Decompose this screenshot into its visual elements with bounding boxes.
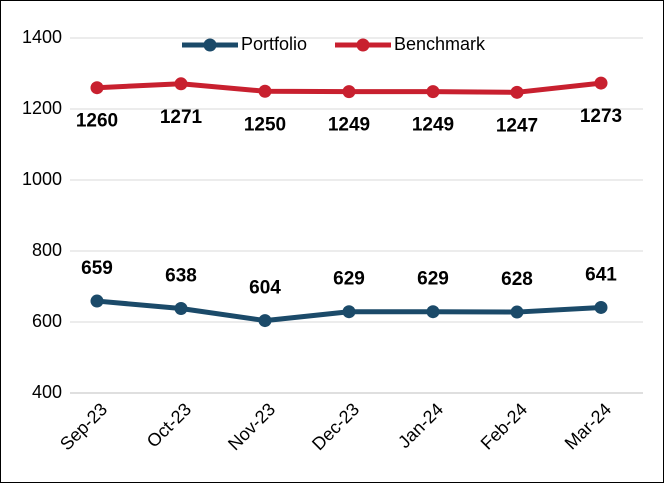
data-label: 1249	[412, 115, 454, 136]
data-label: 1260	[76, 111, 118, 132]
point	[510, 85, 524, 99]
point	[342, 85, 356, 99]
data-label: 1250	[244, 114, 286, 135]
point	[342, 305, 356, 319]
legend-label: Benchmark	[394, 34, 486, 54]
legend-marker	[356, 38, 370, 52]
data-label: 629	[333, 269, 365, 290]
data-label: 659	[81, 258, 113, 279]
y-tick-label: 400	[32, 382, 62, 402]
legend-marker	[203, 38, 217, 52]
data-label: 641	[585, 264, 617, 285]
data-label: 1247	[496, 115, 538, 136]
data-label: 638	[165, 266, 197, 287]
y-tick-label: 1000	[22, 169, 62, 189]
point	[258, 314, 272, 328]
data-label: 629	[417, 269, 449, 290]
point	[426, 85, 440, 99]
data-label: 1273	[580, 106, 622, 127]
point	[594, 300, 608, 314]
y-tick-label: 1200	[22, 98, 62, 118]
point	[90, 294, 104, 308]
point	[510, 305, 524, 319]
point	[174, 77, 188, 91]
data-label: 1271	[160, 107, 203, 128]
data-label: 628	[501, 269, 533, 290]
point	[594, 76, 608, 90]
legend-label: Portfolio	[241, 34, 307, 54]
point	[90, 81, 104, 95]
data-label: 604	[249, 278, 281, 299]
y-tick-label: 800	[32, 240, 62, 260]
point	[174, 302, 188, 316]
y-tick-label: 600	[32, 311, 62, 331]
point	[426, 305, 440, 319]
data-label: 1249	[328, 115, 370, 136]
y-tick-label: 1400	[22, 27, 62, 47]
point	[258, 84, 272, 98]
